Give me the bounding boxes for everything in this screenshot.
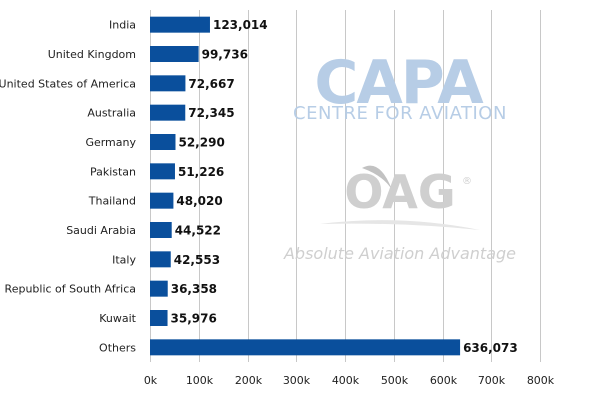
value-label: 35,976 [171,312,217,326]
bar [150,46,199,62]
x-tick-label: 200k [235,374,263,387]
bar [150,134,176,150]
watermark: CAPA CENTRE FOR AVIATION OAG ® Absolute … [283,48,516,263]
bar [150,75,186,92]
bar [150,192,174,209]
bar [150,251,171,268]
oag-registered-mark: ® [462,176,472,187]
gridlines [150,10,541,362]
x-tick-label: 500k [381,374,409,387]
capa-logo: CAPA [314,48,484,118]
value-label: 44,522 [175,224,221,238]
category-label: United States of America [0,77,136,90]
category-label: Kuwait [99,312,136,325]
value-label: 99,736 [202,48,248,62]
oag-tagline: Absolute Aviation Advantage [283,244,516,263]
oag-logo: OAG [344,165,455,219]
bars [150,16,461,356]
bar [150,163,175,180]
value-label: 72,345 [188,106,234,120]
x-tick-label: 0k [144,374,158,387]
category-label: Others [99,341,136,354]
x-tick-label: 800k [527,374,555,387]
oag-swoosh-icon [362,165,392,190]
value-label: 123,014 [213,18,268,32]
capa-subtitle: CENTRE FOR AVIATION [293,103,507,124]
bar [150,310,168,326]
value-label: 51,226 [178,165,224,179]
x-tick-label: 400k [332,374,360,387]
category-label: Thailand [88,195,136,208]
category-label: Republic of South Africa [5,283,136,296]
bar [150,104,186,121]
x-tick-label: 300k [283,374,311,387]
category-label: Australia [87,107,136,120]
value-label: 42,553 [174,253,220,267]
category-label: United Kingdom [48,48,136,61]
value-label: 72,667 [188,77,234,91]
value-label: 48,020 [176,194,222,208]
oag-underline-swoosh-icon [320,220,480,230]
x-axis-ticks: 0k 100k 200k 300k 400k 500k 600k 700k 800k [144,374,555,387]
category-labels: India United Kingdom United States of Amer… [0,19,137,355]
value-labels: 123,014 99,736 72,667 72,345 52,290 51,226 48,… [171,18,518,355]
bar [150,16,210,33]
category-label: India [109,19,136,32]
category-label: Germany [85,136,136,149]
value-label: 36,358 [171,282,217,296]
value-label: 636,073 [463,341,518,355]
bar [150,339,461,356]
category-label: Italy [112,253,136,266]
bar [150,222,172,238]
x-tick-label: 100k [186,374,214,387]
x-tick-label: 700k [478,374,506,387]
category-label: Saudi Arabia [66,224,136,237]
category-label: Pakistan [90,165,136,178]
value-label: 52,290 [178,136,224,150]
x-tick-label: 600k [430,374,458,387]
bar [150,280,168,297]
